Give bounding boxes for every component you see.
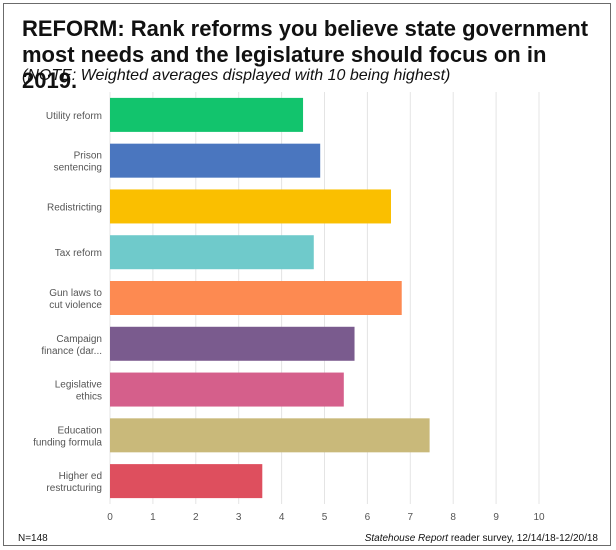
category-label: ethics xyxy=(76,392,102,403)
category-label: funding formula xyxy=(33,437,102,448)
source-publication: Statehouse Report xyxy=(364,533,449,544)
category-label: Campaign xyxy=(56,334,102,345)
bar-chart: 0 1 2 3 4 5 6 7 8 9 10 Utility reform Prisonsentenci… xyxy=(33,92,545,523)
bar xyxy=(110,143,321,178)
chart-title: REFORM: Rank reforms you believe state g… xyxy=(22,16,589,93)
bar xyxy=(110,464,263,499)
x-tick-label: 3 xyxy=(236,512,242,523)
bar xyxy=(110,97,304,132)
category-label: Gun laws to xyxy=(49,288,102,299)
bar xyxy=(110,326,355,361)
category-label: Redistricting xyxy=(47,202,102,213)
category-label: Tax reform xyxy=(55,248,102,259)
category-label: restructuring xyxy=(46,483,102,494)
sample-size: N=148 xyxy=(18,533,48,544)
category-label: cut violence xyxy=(49,300,102,311)
source-details: reader survey, 12/14/18-12/20/18 xyxy=(448,533,598,544)
bar xyxy=(110,281,402,315)
category-label: Higher ed xyxy=(59,471,102,482)
bar xyxy=(110,189,391,224)
x-tick-label: 8 xyxy=(450,512,456,523)
category-label: finance (dar... xyxy=(41,346,102,357)
x-tick-label: 7 xyxy=(408,512,414,523)
category-label: Utility reform xyxy=(46,111,102,122)
x-tick-label: 0 xyxy=(107,512,113,523)
x-tick-label: 6 xyxy=(365,512,371,523)
bar xyxy=(110,372,344,407)
chart-note: (NOTE: Weighted averages displayed with … xyxy=(22,67,451,84)
category-label: Legislative xyxy=(55,380,103,391)
x-tick-label: 4 xyxy=(279,512,285,523)
x-tick-label: 5 xyxy=(322,512,328,523)
category-label: Education xyxy=(58,425,102,436)
x-tick-label: 2 xyxy=(193,512,199,523)
x-tick-label: 1 xyxy=(150,512,156,523)
source-note: Statehouse Report reader survey, 12/14/1… xyxy=(365,533,598,544)
chart-area: 0 1 2 3 4 5 6 7 8 9 10 Utility reform Prison sentenci… xyxy=(16,92,604,524)
x-tick-label: 9 xyxy=(493,512,499,523)
category-label: Prison xyxy=(74,151,102,162)
chart-frame: REFORM: Rank reforms you believe state g… xyxy=(3,3,611,546)
x-tick-label: 10 xyxy=(533,512,545,523)
bar xyxy=(110,418,430,453)
category-label: sentencing xyxy=(54,163,102,174)
bar xyxy=(110,235,314,270)
